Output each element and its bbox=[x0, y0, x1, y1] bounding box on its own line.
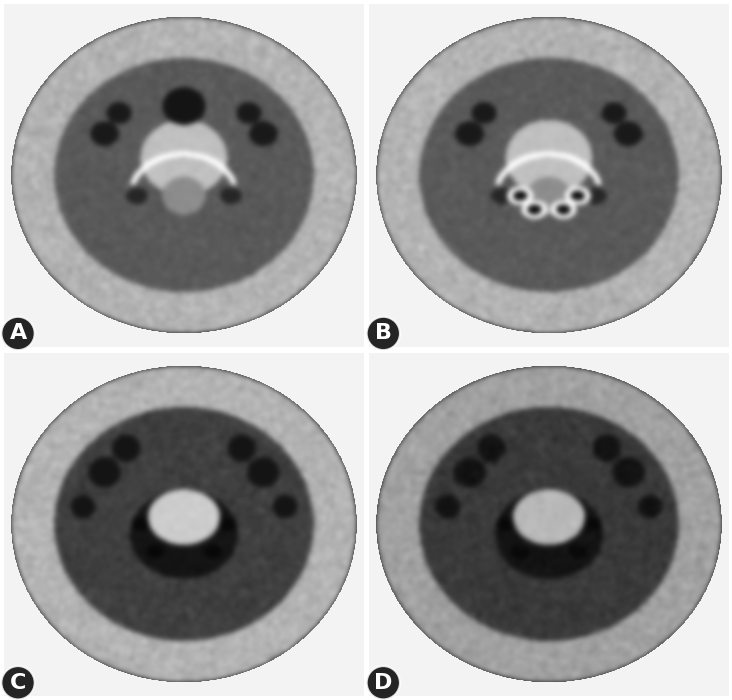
Text: C: C bbox=[10, 673, 26, 693]
Text: D: D bbox=[374, 673, 392, 693]
Text: B: B bbox=[375, 323, 392, 344]
Text: A: A bbox=[10, 323, 26, 344]
